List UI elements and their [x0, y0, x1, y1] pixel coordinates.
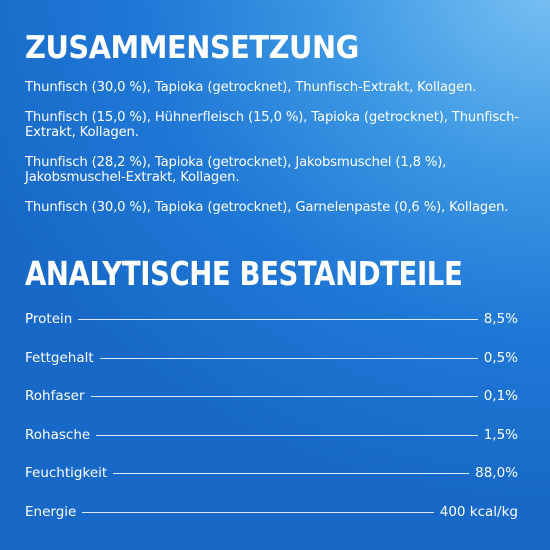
- analysis-label: Rohasche: [25, 426, 91, 443]
- composition-line: Thunfisch (30,0 %), Tapioka (getrocknet)…: [25, 80, 477, 95]
- composition-line: Thunfisch (28,2 %), Tapioka (getrocknet)…: [25, 154, 447, 186]
- analysis-label: Feuchtigkeit: [25, 465, 108, 481]
- analysis-label: Rohfaser: [25, 388, 85, 404]
- leader-line: [113, 473, 470, 474]
- analysis-heading: ANALYTISCHE BESTANDTEILE: [25, 254, 463, 293]
- analysis-value: 8,5%: [483, 311, 518, 327]
- composition-heading: ZUSAMMENSETZUNG: [25, 30, 359, 66]
- composition-line: Thunfisch (30,0 %), Tapioka (getrocknet)…: [25, 199, 509, 215]
- analysis-value: 400 kcal/kg: [439, 503, 518, 520]
- analysis-row-feuchtigkeit: Feuchtigkeit 88,0%: [25, 465, 518, 504]
- analysis-row-fettgehalt: Fettgehalt 0,5%: [25, 350, 518, 389]
- analysis-table: Protein 8,5% Fettgehalt 0,5% Rohfaser 0,…: [25, 311, 518, 542]
- leader-line: [99, 357, 478, 359]
- analysis-row-energie: Energie 400 kcal/kg: [25, 504, 518, 543]
- analysis-label: Protein: [25, 311, 73, 327]
- composition-list: Thunfisch (30,0 %), Tapioka (getrocknet)…: [25, 80, 535, 229]
- composition-line: Thunfisch (15,0 %), Hühnerfleisch (15,0 …: [25, 109, 519, 141]
- leader-line: [78, 319, 478, 320]
- leader-line: [96, 434, 478, 436]
- analysis-value: 88,0%: [475, 465, 518, 481]
- leader-line: [90, 396, 478, 397]
- analysis-label: Fettgehalt: [25, 349, 94, 366]
- leader-line: [82, 511, 434, 513]
- analysis-value: 0,1%: [483, 388, 518, 404]
- analysis-value: 1,5%: [483, 426, 518, 443]
- analysis-row-rohfaser: Rohfaser 0,1%: [25, 388, 518, 427]
- analysis-label: Energie: [25, 503, 77, 520]
- analysis-value: 0,5%: [483, 349, 518, 366]
- analysis-row-protein: Protein 8,5%: [25, 311, 518, 350]
- analysis-row-rohasche: Rohasche 1,5%: [25, 427, 518, 466]
